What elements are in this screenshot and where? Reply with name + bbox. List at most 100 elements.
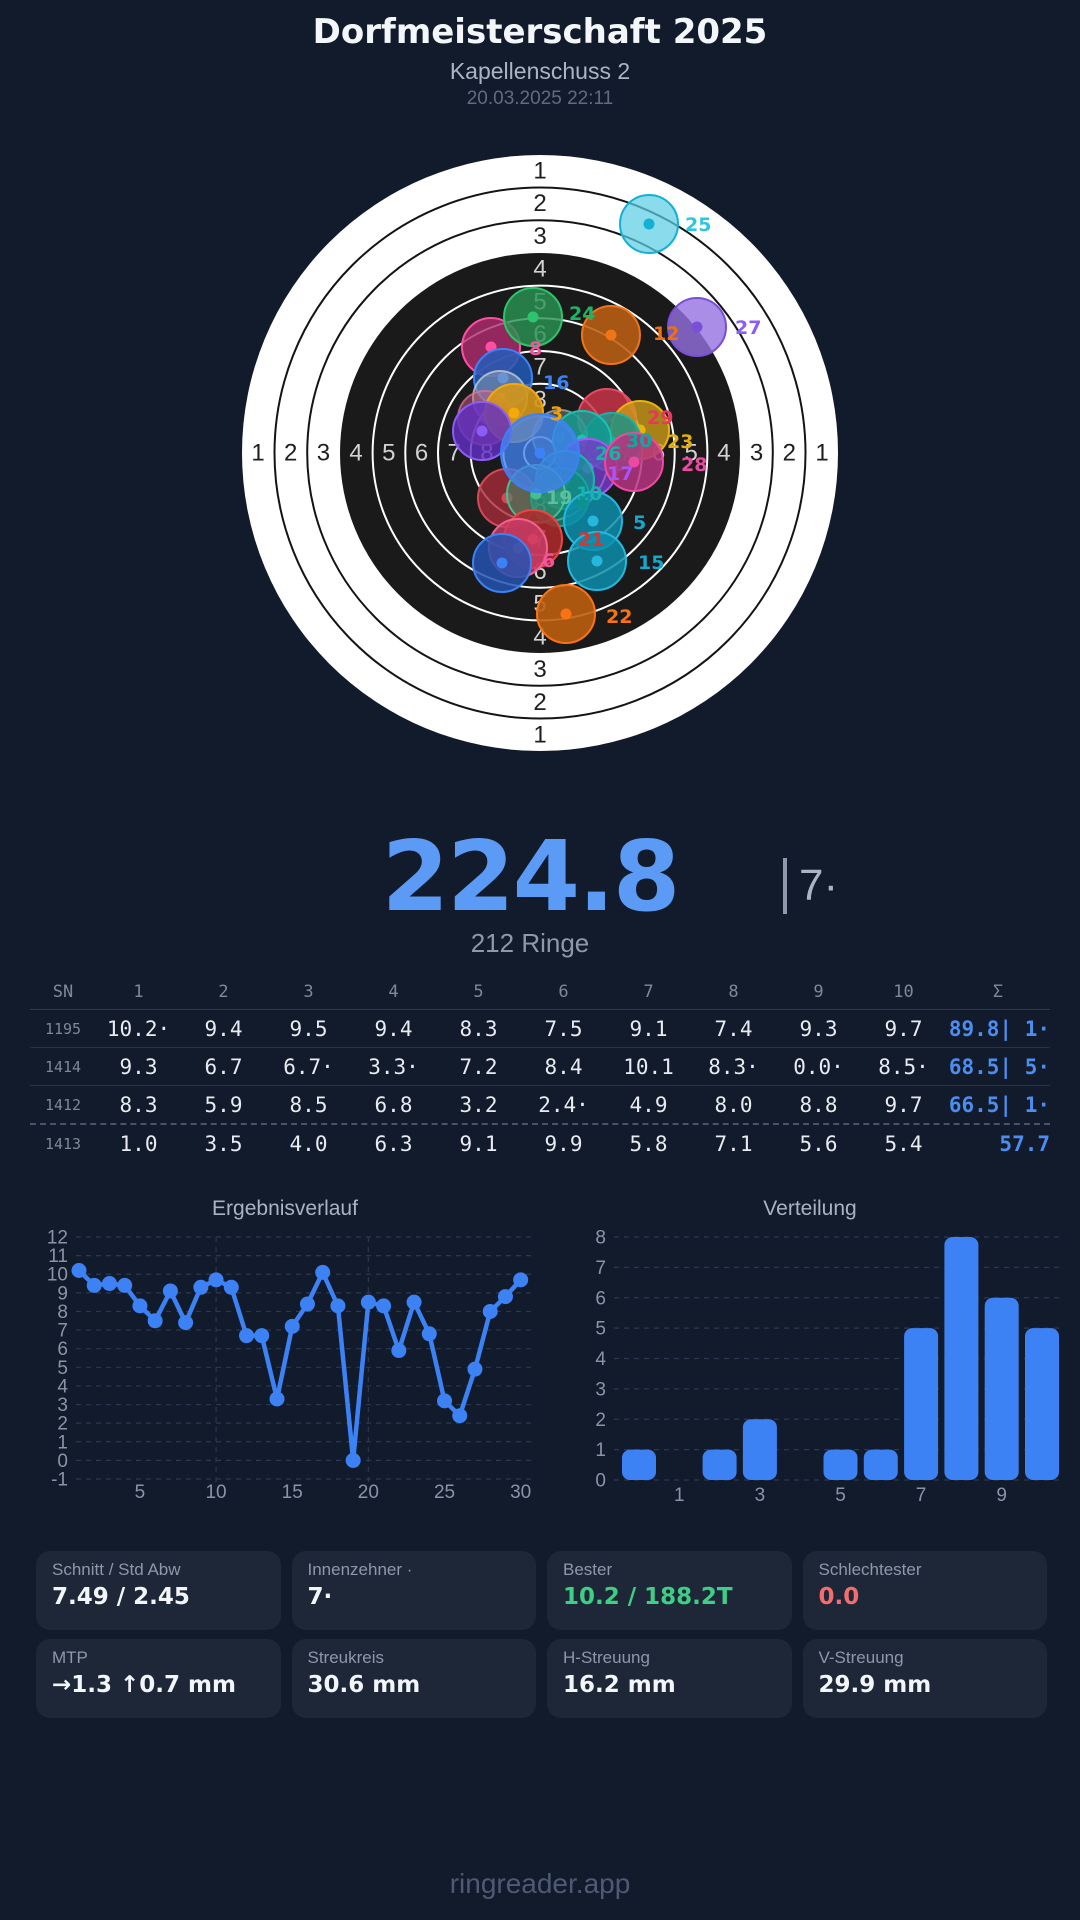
series-number: 1413 bbox=[44, 1134, 82, 1153]
shot-marker-22 bbox=[536, 583, 596, 644]
ring-number-2: 2 bbox=[284, 440, 297, 467]
shot-value-cell: 8.5· bbox=[878, 1054, 929, 1079]
ring-number-7: 7 bbox=[533, 354, 546, 381]
series-sum: 66.5| 1· bbox=[948, 1092, 1050, 1117]
shot-number-label: 24 bbox=[569, 302, 596, 325]
ring-number-4: 4 bbox=[717, 440, 730, 467]
shot-number-label: 26 bbox=[595, 442, 622, 465]
table-header-9: 9 bbox=[813, 982, 824, 1002]
svg-text:7: 7 bbox=[595, 1258, 606, 1279]
svg-text:-1: -1 bbox=[51, 1470, 68, 1491]
svg-text:5: 5 bbox=[835, 1485, 846, 1506]
svg-text:1: 1 bbox=[674, 1485, 685, 1506]
shot-value-cell: 8.3 bbox=[119, 1092, 158, 1117]
shot-value-cell: 4.9 bbox=[629, 1092, 668, 1117]
shot-value-cell: 7.5 bbox=[544, 1016, 583, 1041]
table-header-Σ: Σ bbox=[992, 982, 1004, 1002]
svg-text:1: 1 bbox=[595, 1440, 606, 1461]
shot-value-cell: 3.3· bbox=[368, 1054, 419, 1079]
stat-value: 0.0 bbox=[818, 1584, 860, 1610]
shot-value-cell: 6.8 bbox=[374, 1092, 413, 1117]
shot-number-label: 17 bbox=[607, 462, 634, 485]
shot-marker-15 bbox=[567, 530, 627, 591]
table-header-4: 4 bbox=[388, 982, 399, 1002]
svg-text:2: 2 bbox=[595, 1410, 606, 1431]
stat-value: 30.6 mm bbox=[307, 1672, 421, 1698]
stat-value: →1.3 ↑0.7 mm bbox=[52, 1672, 236, 1698]
shot-number-label: 29 bbox=[647, 406, 674, 429]
shot-marker-12 bbox=[581, 304, 641, 365]
table-header-6: 6 bbox=[558, 982, 569, 1002]
page-title: Dorfmeisterschaft 2025 bbox=[312, 12, 768, 52]
table-row-1412: 1412 8.3 5.9 8.5 6.8 3.2 2.4· 4.9 8.0 8.8 9.7 66.5|… bbox=[30, 1085, 1050, 1123]
stat-value: 16.2 mm bbox=[563, 1672, 676, 1698]
table-row-1195: 1195 10.2· 9.4 9.5 9.4 8.3 7.5 9.1 7.4 9.3 9.7 89.8… bbox=[30, 1010, 1050, 1047]
shot-value-cell: 5.9 bbox=[204, 1092, 243, 1117]
target-plot: 11112222333344445555666677778888 8163292… bbox=[190, 103, 890, 803]
ring-number-1: 1 bbox=[533, 158, 546, 185]
shot-value-cell: 8.0 bbox=[714, 1092, 753, 1117]
shot-number-label: 8 bbox=[529, 337, 543, 360]
shot-value-cell: 5.8 bbox=[629, 1131, 668, 1156]
ring-number-3: 3 bbox=[533, 656, 546, 683]
series-number: 1412 bbox=[44, 1095, 82, 1114]
shot-marker bbox=[500, 413, 580, 493]
shot-number-label: 10 bbox=[576, 482, 603, 505]
series-number: 1195 bbox=[44, 1019, 82, 1038]
svg-text:2: 2 bbox=[57, 1414, 68, 1435]
shot-center-dot bbox=[643, 218, 655, 229]
svg-text:25: 25 bbox=[434, 1482, 455, 1503]
table-header-5: 5 bbox=[473, 982, 484, 1002]
ring-number-2: 2 bbox=[533, 689, 546, 716]
stat-label: Schnitt / Std Abw bbox=[52, 1560, 181, 1579]
svg-text:10: 10 bbox=[205, 1482, 226, 1503]
series-sum: 89.8| 1· bbox=[948, 1016, 1050, 1041]
ring-number-5: 5 bbox=[382, 440, 395, 467]
shot-value-cell: 8.4 bbox=[544, 1054, 583, 1079]
shot-marker-25 bbox=[619, 193, 679, 254]
ring-number-3: 3 bbox=[317, 440, 330, 467]
shot-value-cell: 8.3· bbox=[708, 1054, 759, 1079]
shot-value-cell: 7.2 bbox=[459, 1054, 498, 1079]
svg-text:3: 3 bbox=[595, 1379, 606, 1400]
stat-label: Bester bbox=[563, 1560, 613, 1579]
stat-card-streukreis: Streukreis 30.6 mm bbox=[291, 1639, 536, 1718]
svg-text:5: 5 bbox=[57, 1358, 68, 1379]
stat-label: H-Streuung bbox=[563, 1648, 650, 1667]
table-header-3: 3 bbox=[303, 982, 314, 1002]
series-sum: 68.5| 5· bbox=[948, 1054, 1050, 1079]
shot-number-label: 3 bbox=[550, 402, 564, 425]
shot-center-dot bbox=[476, 425, 488, 436]
table-header-2: 2 bbox=[218, 982, 229, 1002]
shot-center-dot bbox=[496, 557, 508, 568]
footer-brand-link[interactable]: ringreader.app bbox=[449, 1868, 631, 1899]
bar-chart: 8 7 6 5 4 3 2 1 0 1 3 5 7 9 bbox=[595, 1228, 1062, 1506]
stat-card-innenzehner: Innenzehner · 7· bbox=[291, 1551, 536, 1630]
shot-number-label: 30 bbox=[626, 429, 653, 452]
divider-bar bbox=[783, 858, 787, 914]
stat-value: 7· bbox=[307, 1584, 333, 1610]
svg-text:12: 12 bbox=[47, 1228, 68, 1249]
shot-value-cell: 9.1 bbox=[629, 1016, 668, 1041]
svg-text:11: 11 bbox=[48, 1246, 68, 1267]
svg-text:9: 9 bbox=[57, 1283, 68, 1304]
svg-text:5: 5 bbox=[135, 1482, 146, 1503]
table-header-1: 1 bbox=[133, 982, 144, 1002]
shot-number-label: 15 bbox=[638, 551, 665, 574]
shot-center-dot bbox=[587, 515, 599, 526]
shot-number-label: 19 bbox=[546, 486, 573, 509]
shot-number-label: 25 bbox=[685, 213, 712, 236]
svg-text:30: 30 bbox=[510, 1482, 531, 1503]
ring-number-3: 3 bbox=[750, 440, 763, 467]
shot-value-cell: 8.8 bbox=[799, 1092, 838, 1117]
shot-value-cell: 5.6 bbox=[799, 1131, 838, 1156]
shot-center-dot bbox=[534, 447, 546, 459]
shot-center-dot bbox=[634, 424, 646, 435]
shot-value-cell: 9.4 bbox=[374, 1016, 413, 1041]
line-chart-title: Ergebnisverlauf bbox=[212, 1197, 358, 1220]
ring-number-3: 3 bbox=[533, 223, 546, 250]
svg-text:6: 6 bbox=[57, 1339, 68, 1360]
svg-text:3: 3 bbox=[755, 1485, 766, 1506]
shot-value-cell: 9.4 bbox=[204, 1016, 243, 1041]
